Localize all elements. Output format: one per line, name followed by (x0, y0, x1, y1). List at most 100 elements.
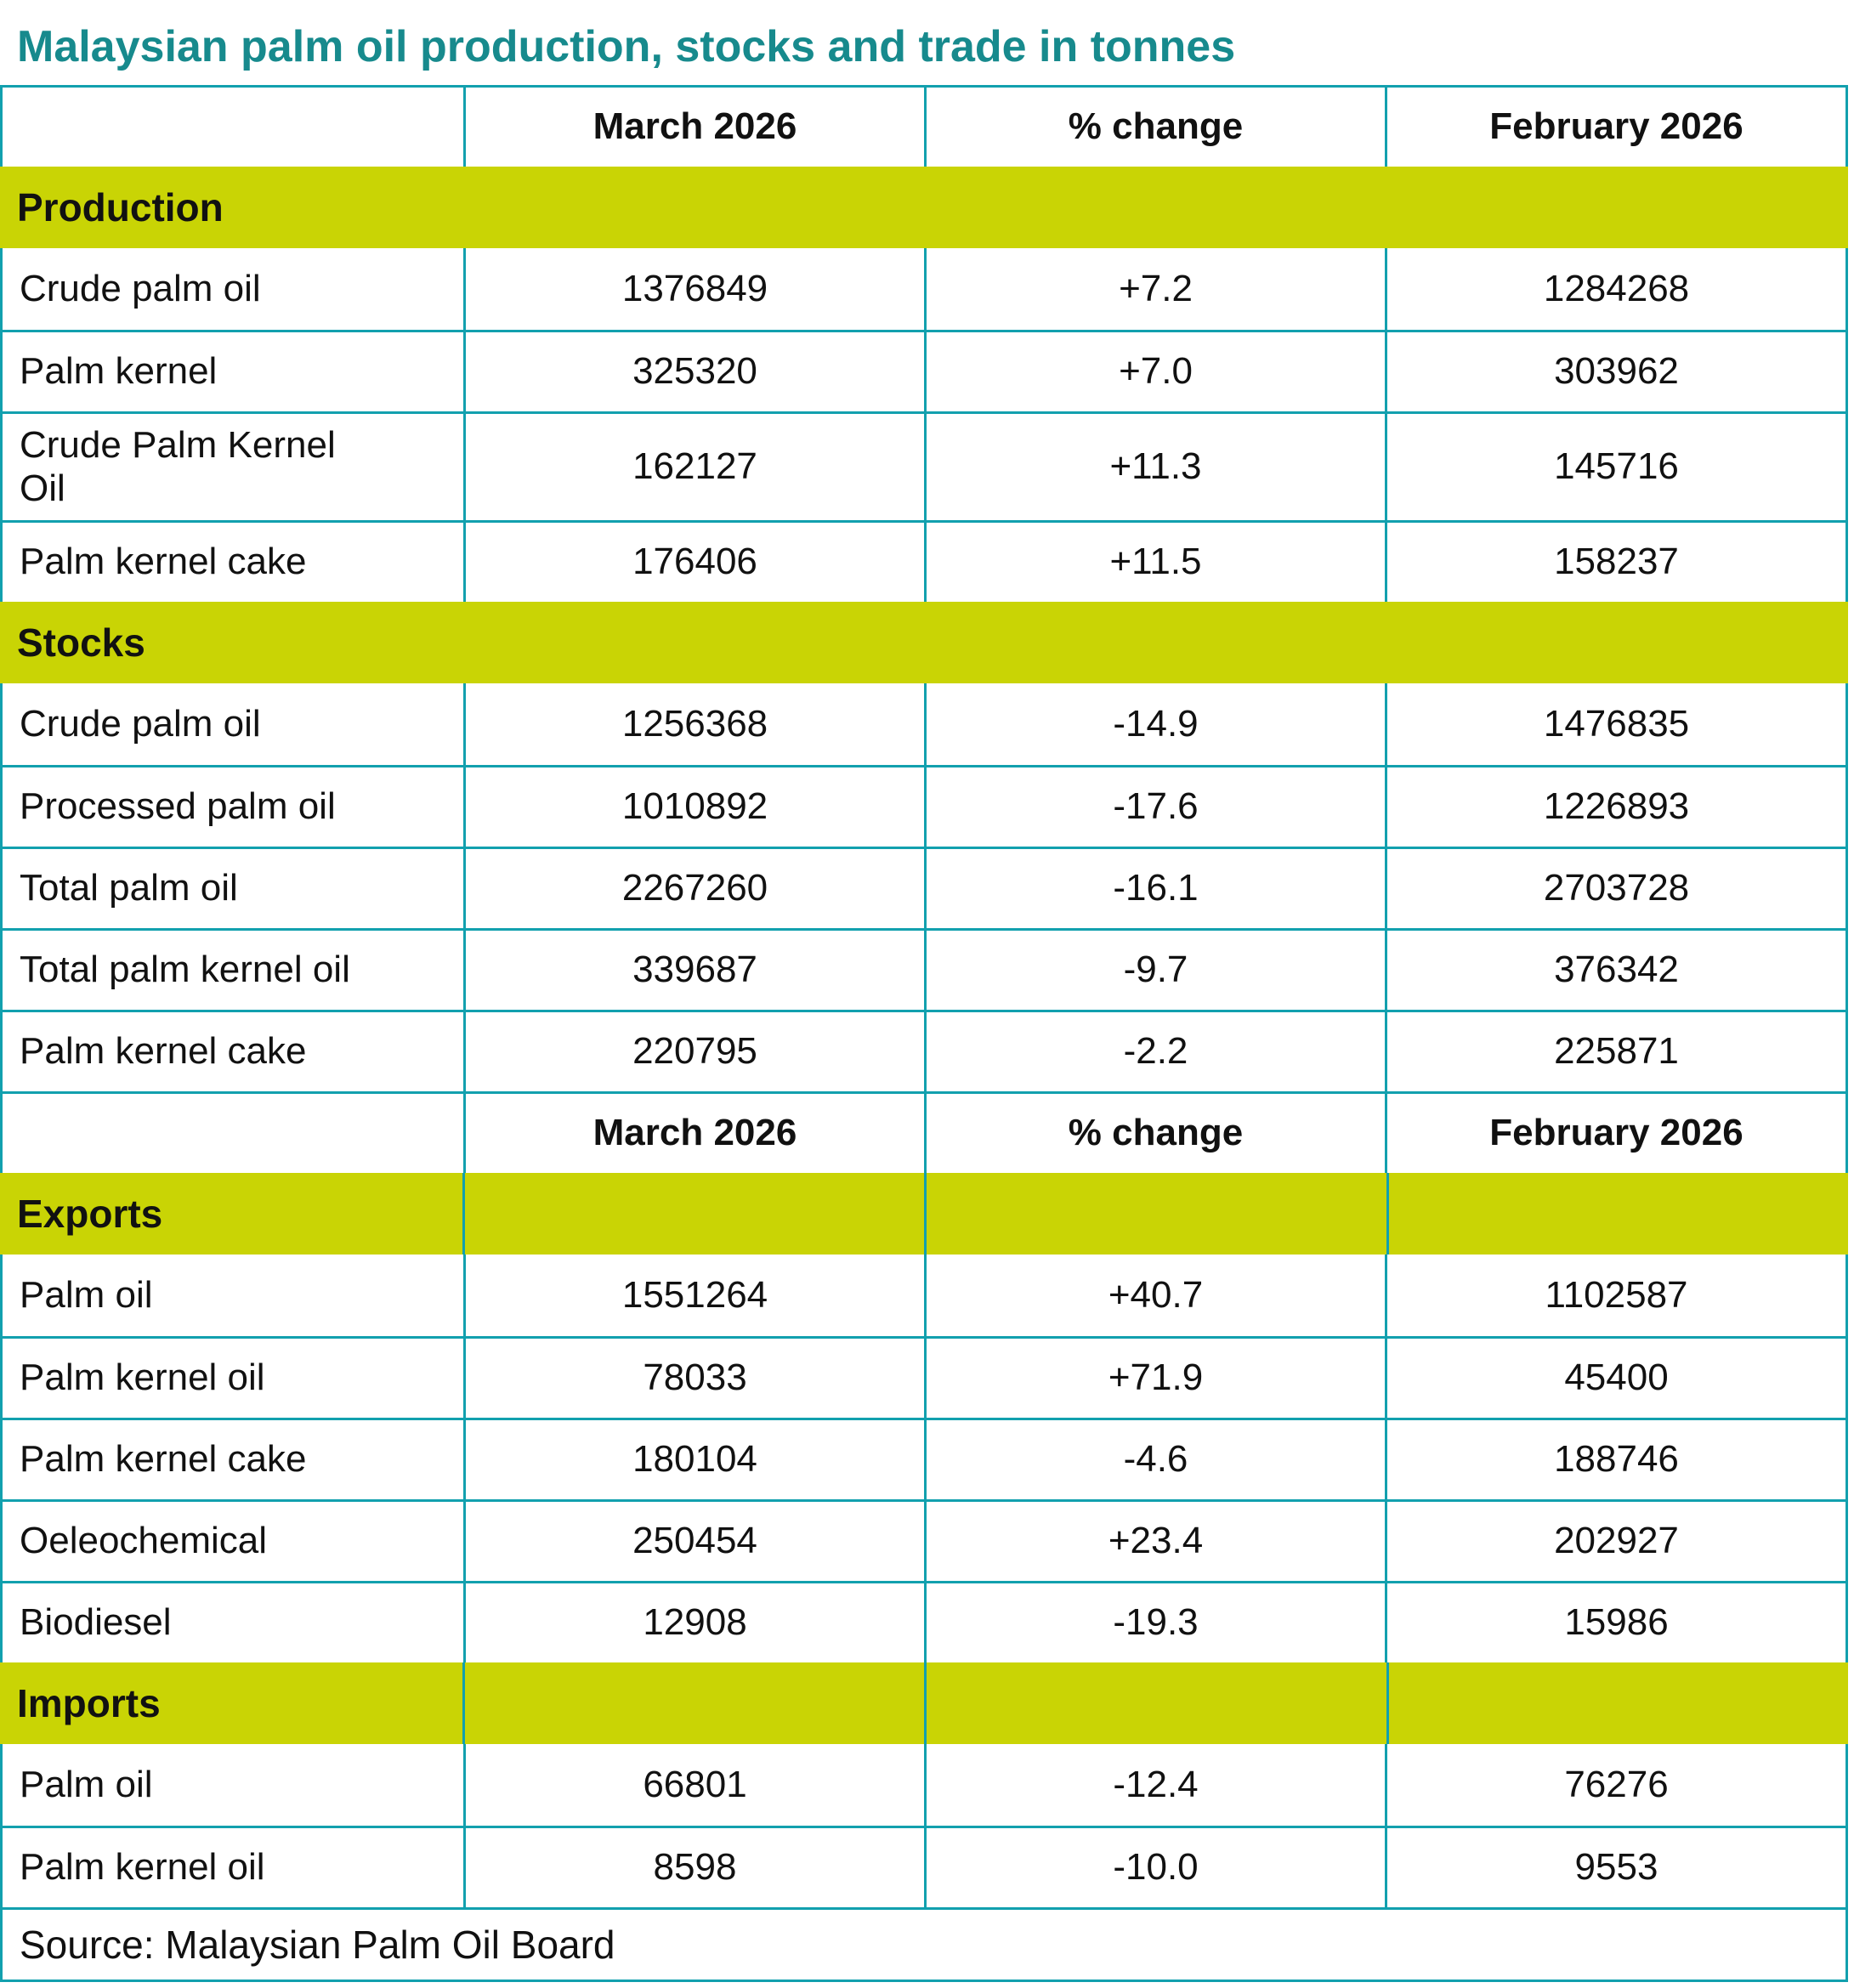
row-label: Crude palm oil (20, 702, 261, 745)
section-label: Exports (17, 1192, 163, 1237)
table-row-stocks-4: Palm kernel cake 220795 -2.2 225871 (0, 1010, 1848, 1092)
row-label: Palm oil (20, 1273, 153, 1316)
section-label: Imports (17, 1681, 161, 1726)
value-change: +11.5 (924, 523, 1385, 603)
row-label: Crude Palm Kernel Oil (20, 424, 336, 509)
row-label: Palm oil (20, 1763, 153, 1805)
table-row-production-0: Crude palm oil 1376849 +7.2 1284268 (0, 248, 1848, 330)
value-march: 250454 (463, 1502, 924, 1582)
table-row-production-3: Palm kernel cake 176406 +11.5 158237 (0, 520, 1848, 603)
value-march: 2267260 (463, 849, 924, 929)
value-march: 66801 (463, 1744, 924, 1827)
value-february: 202927 (1385, 1502, 1845, 1582)
section-band-empty-cell (462, 1662, 924, 1745)
value-change: +40.7 (924, 1255, 1385, 1337)
value-change: -4.6 (924, 1420, 1385, 1500)
column-header-row: March 2026% change February 2026 (0, 1091, 1848, 1174)
value-february: 1226893 (1385, 767, 1845, 847)
value-march: 325320 (463, 332, 924, 411)
value-february: 1284268 (1385, 248, 1845, 330)
value-change: +7.2 (924, 248, 1385, 330)
section-band-empty-cell (462, 1173, 924, 1255)
section-band-exports: Exports (0, 1173, 1848, 1255)
column-header-change: % change (924, 88, 1385, 167)
value-february: 1102587 (1385, 1255, 1845, 1337)
value-march: 12908 (463, 1583, 924, 1663)
table-row-exports-2: Palm kernel cake 180104 -4.6 188746 (0, 1418, 1848, 1500)
row-label: Palm kernel (20, 350, 218, 393)
table-row-exports-3: Oeleochemical 250454 +23.4 202927 (0, 1499, 1848, 1582)
value-february: 188746 (1385, 1420, 1845, 1500)
value-change: -17.6 (924, 767, 1385, 847)
row-label: Oeleochemical (20, 1520, 268, 1562)
value-february: 225871 (1385, 1012, 1845, 1092)
column-header-march: March 2026 (463, 88, 924, 167)
header-spacer-cell (3, 88, 463, 167)
row-label: Palm kernel cake (20, 1030, 307, 1073)
section-band-empty-cell (1386, 1173, 1848, 1255)
section-band-empty-cell (1386, 1662, 1848, 1745)
row-label: Biodiesel (20, 1601, 172, 1644)
value-change: -19.3 (924, 1583, 1385, 1663)
section-band-empty-cell (924, 1662, 1386, 1745)
column-header-february: February 2026 (1385, 88, 1845, 167)
table-row-imports-0: Palm oil 66801 -12.4 76276 (0, 1744, 1848, 1827)
row-label: Total palm kernel oil (20, 949, 350, 991)
value-change: -9.7 (924, 931, 1385, 1011)
section-label: Production (17, 185, 224, 229)
value-change: -16.1 (924, 849, 1385, 929)
value-change: +11.3 (924, 414, 1385, 521)
table-row-imports-1: Palm kernel oil 8598 -10.0 9553 (0, 1826, 1848, 1908)
value-change: -10.0 (924, 1828, 1385, 1908)
value-march: 1256368 (463, 683, 924, 766)
table-row-exports-4: Biodiesel 12908 -19.3 15986 (0, 1581, 1848, 1663)
value-february: 376342 (1385, 931, 1845, 1011)
table-row-production-2: Crude Palm Kernel Oil 162127 +11.3 145716 (0, 411, 1848, 521)
value-march: 220795 (463, 1012, 924, 1092)
value-february: 9553 (1385, 1828, 1845, 1908)
row-label: Palm kernel cake (20, 1438, 307, 1481)
value-change: -12.4 (924, 1744, 1385, 1827)
value-february: 1476835 (1385, 683, 1845, 766)
section-band-production: Production (0, 167, 1848, 248)
section-band-imports: Imports (0, 1662, 1848, 1745)
section-label: Stocks (17, 620, 145, 665)
value-march: 162127 (463, 414, 924, 521)
value-march: 1551264 (463, 1255, 924, 1337)
row-label: Crude palm oil (20, 267, 261, 309)
value-change: -14.9 (924, 683, 1385, 766)
row-label: Processed palm oil (20, 785, 336, 828)
row-label: Total palm oil (20, 867, 238, 909)
value-february: 158237 (1385, 523, 1845, 603)
table-row-stocks-0: Crude palm oil 1256368 -14.9 1476835 (0, 683, 1848, 766)
value-change: +23.4 (924, 1502, 1385, 1582)
value-march: 1010892 (463, 767, 924, 847)
table-row-stocks-1: Processed palm oil 1010892 -17.6 1226893 (0, 765, 1848, 847)
row-label: Palm kernel oil (20, 1846, 265, 1889)
value-february: 303962 (1385, 332, 1845, 411)
row-label: Palm kernel cake (20, 541, 307, 583)
header-spacer-cell (3, 1094, 463, 1173)
palm-oil-table: March 2026% change February 2026 Productio… (0, 85, 1848, 1983)
section-band-stocks: Stocks (0, 602, 1848, 684)
table-row-stocks-2: Total palm oil 2267260 -16.1 2703728 (0, 847, 1848, 929)
value-change: +7.0 (924, 332, 1385, 411)
table-row-production-1: Palm kernel 325320 +7.0 303962 (0, 330, 1848, 411)
value-february: 2703728 (1385, 849, 1845, 929)
value-february: 76276 (1385, 1744, 1845, 1827)
section-band-empty-cell (924, 1173, 1386, 1255)
value-march: 78033 (463, 1339, 924, 1419)
row-label: Palm kernel oil (20, 1356, 265, 1399)
value-march: 180104 (463, 1420, 924, 1500)
value-february: 145716 (1385, 414, 1845, 521)
value-march: 176406 (463, 523, 924, 603)
value-march: 8598 (463, 1828, 924, 1908)
value-change: +71.9 (924, 1339, 1385, 1419)
source-row: Source: Malaysian Palm Oil Board (0, 1907, 1848, 1983)
table-row-exports-1: Palm kernel oil 78033 +71.9 45400 (0, 1336, 1848, 1419)
value-march: 1376849 (463, 248, 924, 330)
value-february: 15986 (1385, 1583, 1845, 1663)
value-march: 339687 (463, 931, 924, 1011)
page-title: Malaysian palm oil production, stocks an… (17, 22, 1236, 71)
